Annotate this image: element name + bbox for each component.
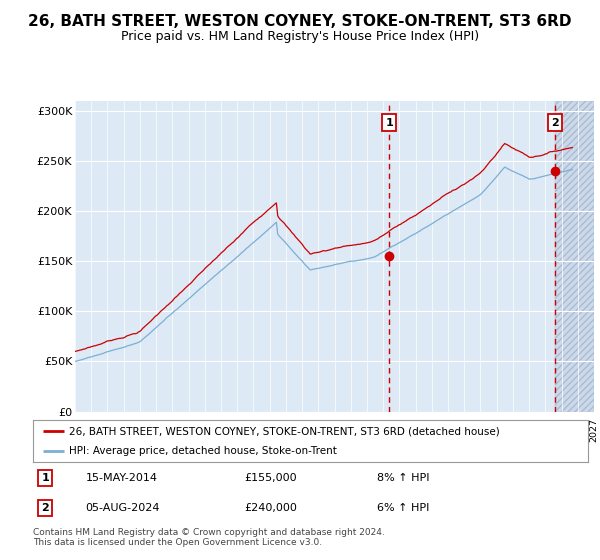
Text: HPI: Average price, detached house, Stoke-on-Trent: HPI: Average price, detached house, Stok… xyxy=(69,446,337,456)
Text: £155,000: £155,000 xyxy=(244,473,296,483)
Text: 05-AUG-2024: 05-AUG-2024 xyxy=(86,503,160,513)
Text: 8% ↑ HPI: 8% ↑ HPI xyxy=(377,473,430,483)
Text: Price paid vs. HM Land Registry's House Price Index (HPI): Price paid vs. HM Land Registry's House … xyxy=(121,30,479,43)
Text: 2: 2 xyxy=(41,503,49,513)
Text: 1: 1 xyxy=(41,473,49,483)
Text: 6% ↑ HPI: 6% ↑ HPI xyxy=(377,503,430,513)
Text: £240,000: £240,000 xyxy=(244,503,297,513)
Text: 15-MAY-2014: 15-MAY-2014 xyxy=(86,473,158,483)
Bar xyxy=(555,101,594,412)
Text: 2: 2 xyxy=(551,118,559,128)
Text: 1: 1 xyxy=(385,118,393,128)
Bar xyxy=(555,101,594,412)
Text: Contains HM Land Registry data © Crown copyright and database right 2024.
This d: Contains HM Land Registry data © Crown c… xyxy=(33,528,385,547)
Text: 26, BATH STREET, WESTON COYNEY, STOKE-ON-TRENT, ST3 6RD (detached house): 26, BATH STREET, WESTON COYNEY, STOKE-ON… xyxy=(69,426,500,436)
Text: 26, BATH STREET, WESTON COYNEY, STOKE-ON-TRENT, ST3 6RD: 26, BATH STREET, WESTON COYNEY, STOKE-ON… xyxy=(28,14,572,29)
